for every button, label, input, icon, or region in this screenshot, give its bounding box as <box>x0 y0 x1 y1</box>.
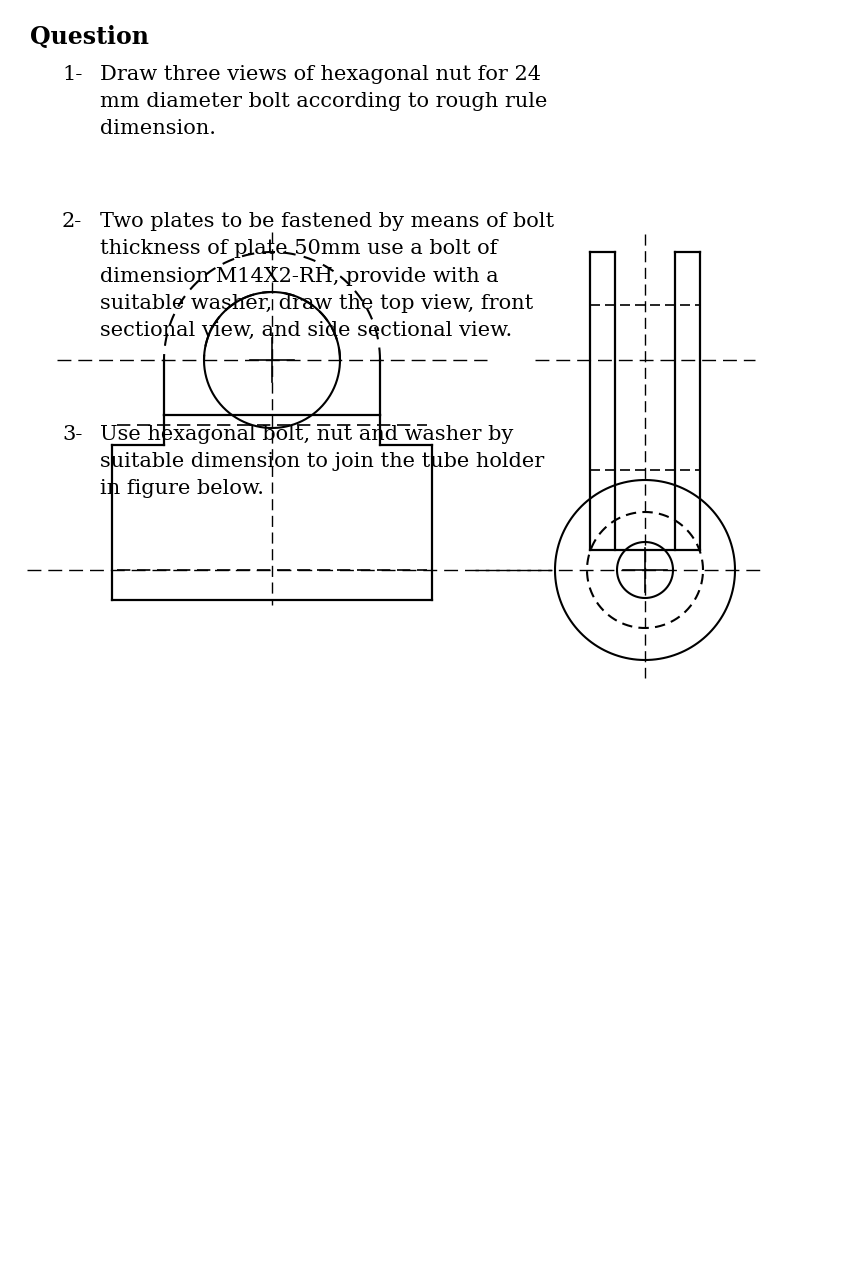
Text: Use hexagonal bolt, nut and washer by
suitable dimension to join the tube holder: Use hexagonal bolt, nut and washer by su… <box>100 425 544 498</box>
Text: 1-: 1- <box>62 65 82 84</box>
Text: Question: Question <box>30 26 149 49</box>
Text: 3-: 3- <box>62 425 82 444</box>
Text: Two plates to be fastened by means of bolt
thickness of plate 50mm use a bolt of: Two plates to be fastened by means of bo… <box>100 212 554 340</box>
Text: 2-: 2- <box>62 212 82 230</box>
Text: Draw three views of hexagonal nut for 24
mm diameter bolt according to rough rul: Draw three views of hexagonal nut for 24… <box>100 65 547 138</box>
